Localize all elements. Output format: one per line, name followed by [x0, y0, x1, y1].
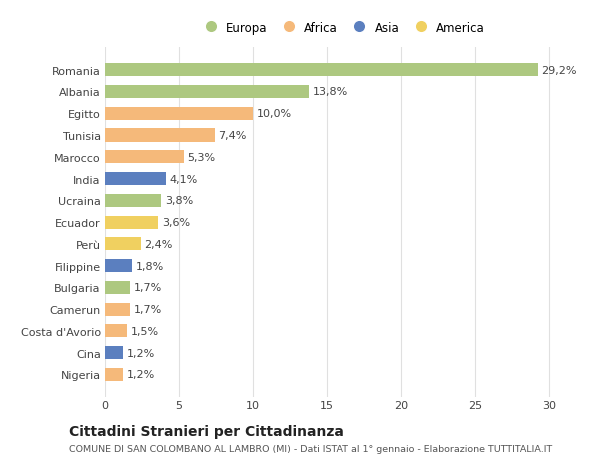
Text: 2,4%: 2,4% — [144, 239, 173, 249]
Bar — [105, 238, 140, 251]
Bar — [105, 281, 130, 294]
Text: 13,8%: 13,8% — [313, 87, 349, 97]
Text: 3,6%: 3,6% — [162, 218, 190, 228]
Bar — [105, 194, 161, 207]
Bar — [105, 303, 130, 316]
Bar — [105, 151, 184, 164]
Text: 1,7%: 1,7% — [134, 304, 162, 314]
Bar — [105, 64, 538, 77]
Bar — [105, 129, 215, 142]
Bar — [105, 347, 123, 359]
Text: 10,0%: 10,0% — [257, 109, 292, 119]
Text: 1,7%: 1,7% — [134, 283, 162, 293]
Bar — [105, 259, 131, 273]
Text: 7,4%: 7,4% — [218, 131, 247, 141]
Legend: Europa, Africa, Asia, America: Europa, Africa, Asia, America — [197, 19, 487, 37]
Bar — [105, 325, 127, 338]
Text: 5,3%: 5,3% — [187, 152, 215, 162]
Text: 3,8%: 3,8% — [165, 196, 193, 206]
Text: 1,5%: 1,5% — [131, 326, 159, 336]
Text: Cittadini Stranieri per Cittadinanza: Cittadini Stranieri per Cittadinanza — [69, 425, 344, 438]
Text: 29,2%: 29,2% — [541, 66, 577, 76]
Bar — [105, 86, 310, 99]
Text: 1,8%: 1,8% — [136, 261, 164, 271]
Bar — [105, 107, 253, 121]
Text: COMUNE DI SAN COLOMBANO AL LAMBRO (MI) - Dati ISTAT al 1° gennaio - Elaborazione: COMUNE DI SAN COLOMBANO AL LAMBRO (MI) -… — [69, 444, 552, 453]
Bar — [105, 216, 158, 229]
Bar — [105, 173, 166, 186]
Text: 4,1%: 4,1% — [169, 174, 197, 184]
Bar — [105, 368, 123, 381]
Text: 1,2%: 1,2% — [127, 369, 155, 380]
Text: 1,2%: 1,2% — [127, 348, 155, 358]
